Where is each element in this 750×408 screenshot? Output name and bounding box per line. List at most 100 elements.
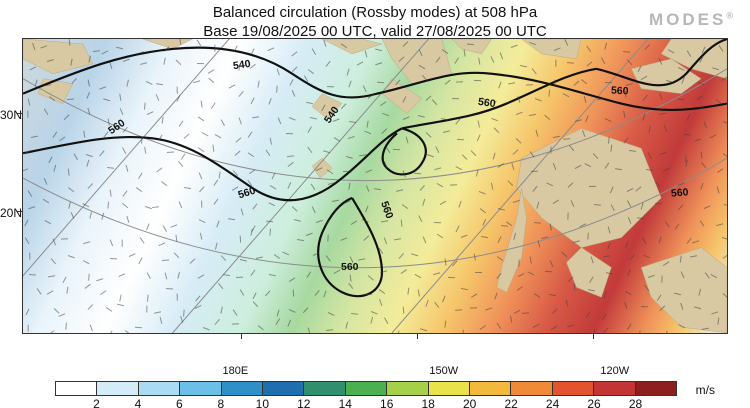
wind-arrow: [62, 276, 66, 283]
wind-arrow: [717, 317, 719, 324]
wind-arrow: [713, 67, 720, 70]
wind-arrow: [655, 181, 661, 187]
wind-arrow: [418, 215, 422, 222]
wind-arrow: [321, 104, 326, 111]
wind-arrow: [119, 295, 122, 302]
wind-arrow: [659, 112, 666, 115]
wind-arrow: [107, 330, 112, 334]
colorbar-top-labels: 180E 150W 120W: [55, 365, 677, 379]
wind-arrow: [198, 219, 205, 223]
wind-arrow: [594, 204, 601, 206]
wind-arrow: [103, 98, 110, 101]
wind-arrow: [69, 202, 72, 209]
wind-arrow: [144, 103, 146, 110]
wind-arrow: [174, 252, 180, 258]
wind-arrow: [664, 125, 668, 132]
wind-arrow: [399, 57, 405, 63]
wind-arrow: [478, 120, 481, 127]
wind-arrow: [28, 206, 35, 209]
wind-arrow: [566, 300, 569, 307]
wind-arrow: [648, 126, 651, 133]
wind-arrow: [178, 121, 183, 127]
wind-arrow: [103, 131, 108, 137]
wind-arrow: [686, 160, 689, 167]
wind-arrow: [327, 86, 334, 88]
wind-arrow: [586, 312, 591, 319]
windspeed-colorbar[interactable]: 180E 150W 120W 2 4 6 8 10 12 14 16 18 20 22 24 26 28 …: [55, 365, 677, 405]
wind-arrow: [179, 161, 184, 167]
wind-arrow: [110, 258, 117, 260]
wind-arrow: [675, 223, 680, 229]
wind-arrow: [663, 261, 670, 266]
wind-arrow: [122, 147, 126, 154]
wind-arrow: [275, 318, 280, 325]
wind-arrow: [645, 285, 650, 291]
colorbar-segment: [139, 382, 180, 395]
wind-arrow: [674, 292, 681, 295]
wind-arrow: [135, 326, 142, 328]
wind-arrow: [220, 119, 225, 126]
wind-arrow: [716, 223, 723, 226]
modes-weather-chart: Balanced circulation (Rossby modes) at 5…: [0, 0, 750, 408]
wind-arrow: [307, 126, 312, 133]
wind-arrow: [240, 259, 247, 262]
wind-arrow: [343, 200, 350, 204]
wind-arrow: [434, 222, 441, 224]
wind-arrow: [522, 312, 529, 314]
wind-arrow: [327, 169, 334, 174]
wind-arrow: [445, 259, 447, 266]
wind-arrow: [48, 156, 53, 163]
wind-arrow: [550, 224, 552, 231]
wind-arrow: [470, 307, 477, 309]
wind-arrow: [87, 92, 91, 99]
wind-arrow: [450, 184, 457, 186]
wind-arrow: [59, 136, 65, 141]
wind-arrow: [122, 203, 128, 208]
wind-arrow: [456, 81, 463, 83]
wind-arrow: [161, 180, 167, 185]
wind-arrow: [701, 162, 707, 168]
wind-arrow: [563, 93, 570, 97]
wind-arrow: [699, 289, 702, 296]
wind-arrow: [213, 199, 218, 205]
wind-arrow: [240, 236, 242, 243]
wind-arrow: [306, 233, 313, 237]
wind-arrow: [436, 57, 441, 63]
wind-arrow: [439, 201, 446, 205]
wind-arrow: [419, 65, 426, 70]
wind-arrow: [269, 274, 276, 277]
wind-arrow: [83, 261, 90, 265]
wind-arrow: [137, 51, 144, 54]
wind-arrow: [610, 204, 614, 211]
wind-arrow: [494, 293, 498, 300]
wind-arrow: [215, 134, 222, 139]
wind-arrow: [462, 154, 468, 160]
wind-arrow: [664, 221, 669, 227]
wind-arrow: [100, 290, 107, 295]
wind-arrow: [139, 238, 144, 244]
wind-arrow: [291, 52, 297, 57]
wind-arrow: [659, 58, 663, 65]
wind-arrow: [454, 57, 459, 64]
lon-tick-180e: [241, 333, 242, 339]
wind-arrow: [717, 169, 724, 174]
wind-arrow: [570, 200, 574, 207]
wind-arrow: [441, 118, 448, 121]
wind-arrow: [629, 150, 636, 152]
wind-arrow: [362, 219, 369, 223]
wind-arrow: [537, 240, 540, 247]
wind-arrow: [253, 302, 259, 308]
wind-arrow: [122, 127, 128, 133]
wind-arrow: [29, 274, 36, 276]
wind-arrow: [65, 322, 67, 329]
wind-arrow: [627, 269, 631, 276]
wind-arrow: [198, 147, 204, 152]
wind-speed-map[interactable]: 560 540 540 560 560 560 560 560 560: [22, 38, 728, 334]
colorbar-tick-8: 8: [218, 397, 225, 408]
wind-arrow: [238, 91, 244, 97]
wind-arrow: [432, 99, 438, 105]
wind-arrow: [478, 58, 480, 65]
wind-arrow: [240, 209, 243, 216]
wind-arrow: [252, 116, 259, 118]
wind-arrow: [427, 154, 434, 158]
